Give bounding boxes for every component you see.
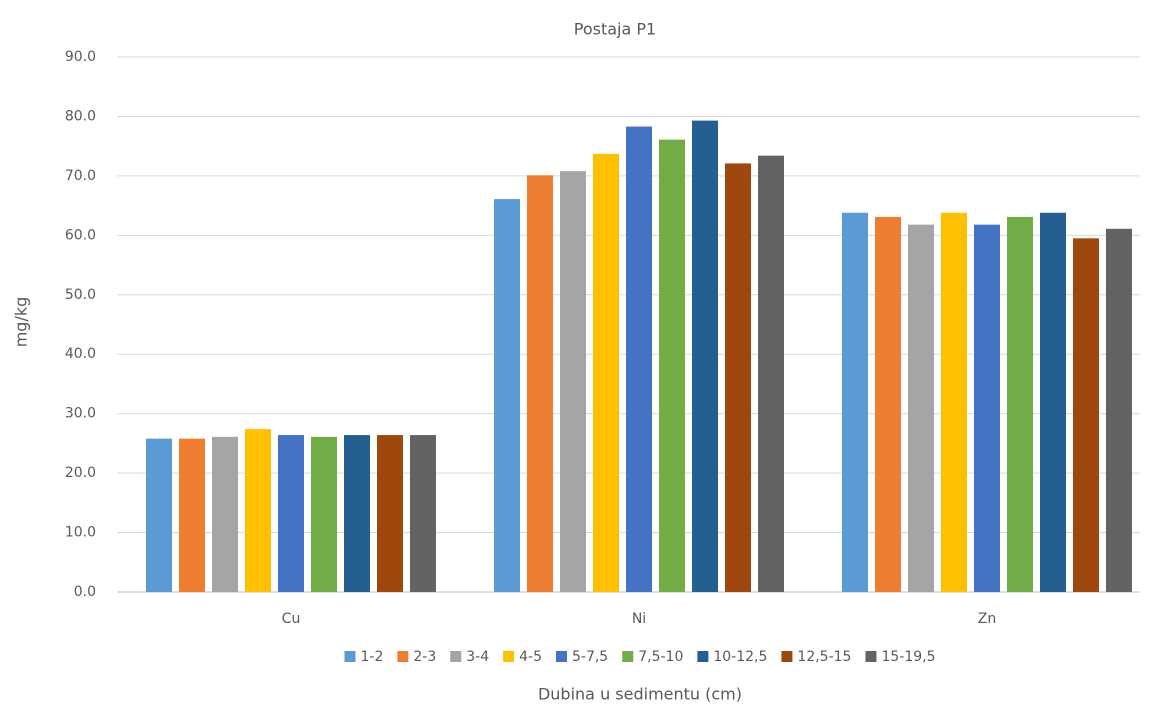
legend-label: 4-5 [519,649,542,665]
legend-label: 1-2 [360,649,383,665]
legend-swatch [697,651,709,662]
legend-swatch [503,651,515,662]
bar [725,163,751,592]
y-tick-label: 50.0 [65,287,96,303]
y-tick-label: 0.0 [74,584,96,600]
x-tick-label: Zn [978,611,996,627]
chart-title: Postaja P1 [574,20,656,39]
bar [179,438,205,592]
bar [146,438,172,592]
x-axis-title: Dubina u sedimentu (cm) [538,685,742,704]
y-tick-label: 90.0 [65,49,96,65]
legend-label: 10-12,5 [713,649,767,665]
bar [593,153,619,592]
y-tick-label: 40.0 [65,346,96,362]
y-tick-label: 60.0 [65,227,96,243]
x-tick-label: Ni [632,611,646,627]
bar [758,155,784,592]
bar [245,429,271,592]
legend-label: 5-7,5 [572,649,608,665]
y-tick-label: 20.0 [65,465,96,481]
bar [1040,212,1066,592]
legend-label: 7,5-10 [638,649,683,665]
y-axis-title: mg/kg [12,297,31,348]
bar [908,224,934,592]
legend-swatch [397,651,409,662]
legend-swatch [555,651,567,662]
bar [311,436,337,592]
legend-swatch [865,651,877,662]
bar [875,216,901,592]
y-tick-label: 80.0 [65,108,96,124]
legend-label: 12,5-15 [797,649,851,665]
legend-swatch [622,651,634,662]
bar [344,435,370,592]
bar [974,224,1000,592]
bar [1106,228,1132,593]
bar [278,435,304,592]
y-tick-label: 10.0 [65,525,96,541]
bar [560,171,586,592]
y-tick-label: 30.0 [65,406,96,422]
legend-swatch [781,651,793,662]
legend-swatch [450,651,462,662]
bar [527,175,553,593]
bar [941,212,967,592]
y-tick-label: 70.0 [65,168,96,184]
bar [410,435,436,592]
legend-label: 15-19,5 [881,649,935,665]
x-tick-label: Cu [282,611,301,627]
legend-label: 2-3 [413,649,436,665]
bar [659,139,685,592]
bar [377,435,403,592]
bar [842,212,868,592]
bar [692,120,718,592]
legend-label: 3-4 [466,649,489,665]
bar [494,199,520,593]
bar [1073,238,1099,593]
bar [212,436,238,592]
bar [1007,216,1033,592]
legend-swatch [344,651,356,662]
bar [626,126,652,593]
